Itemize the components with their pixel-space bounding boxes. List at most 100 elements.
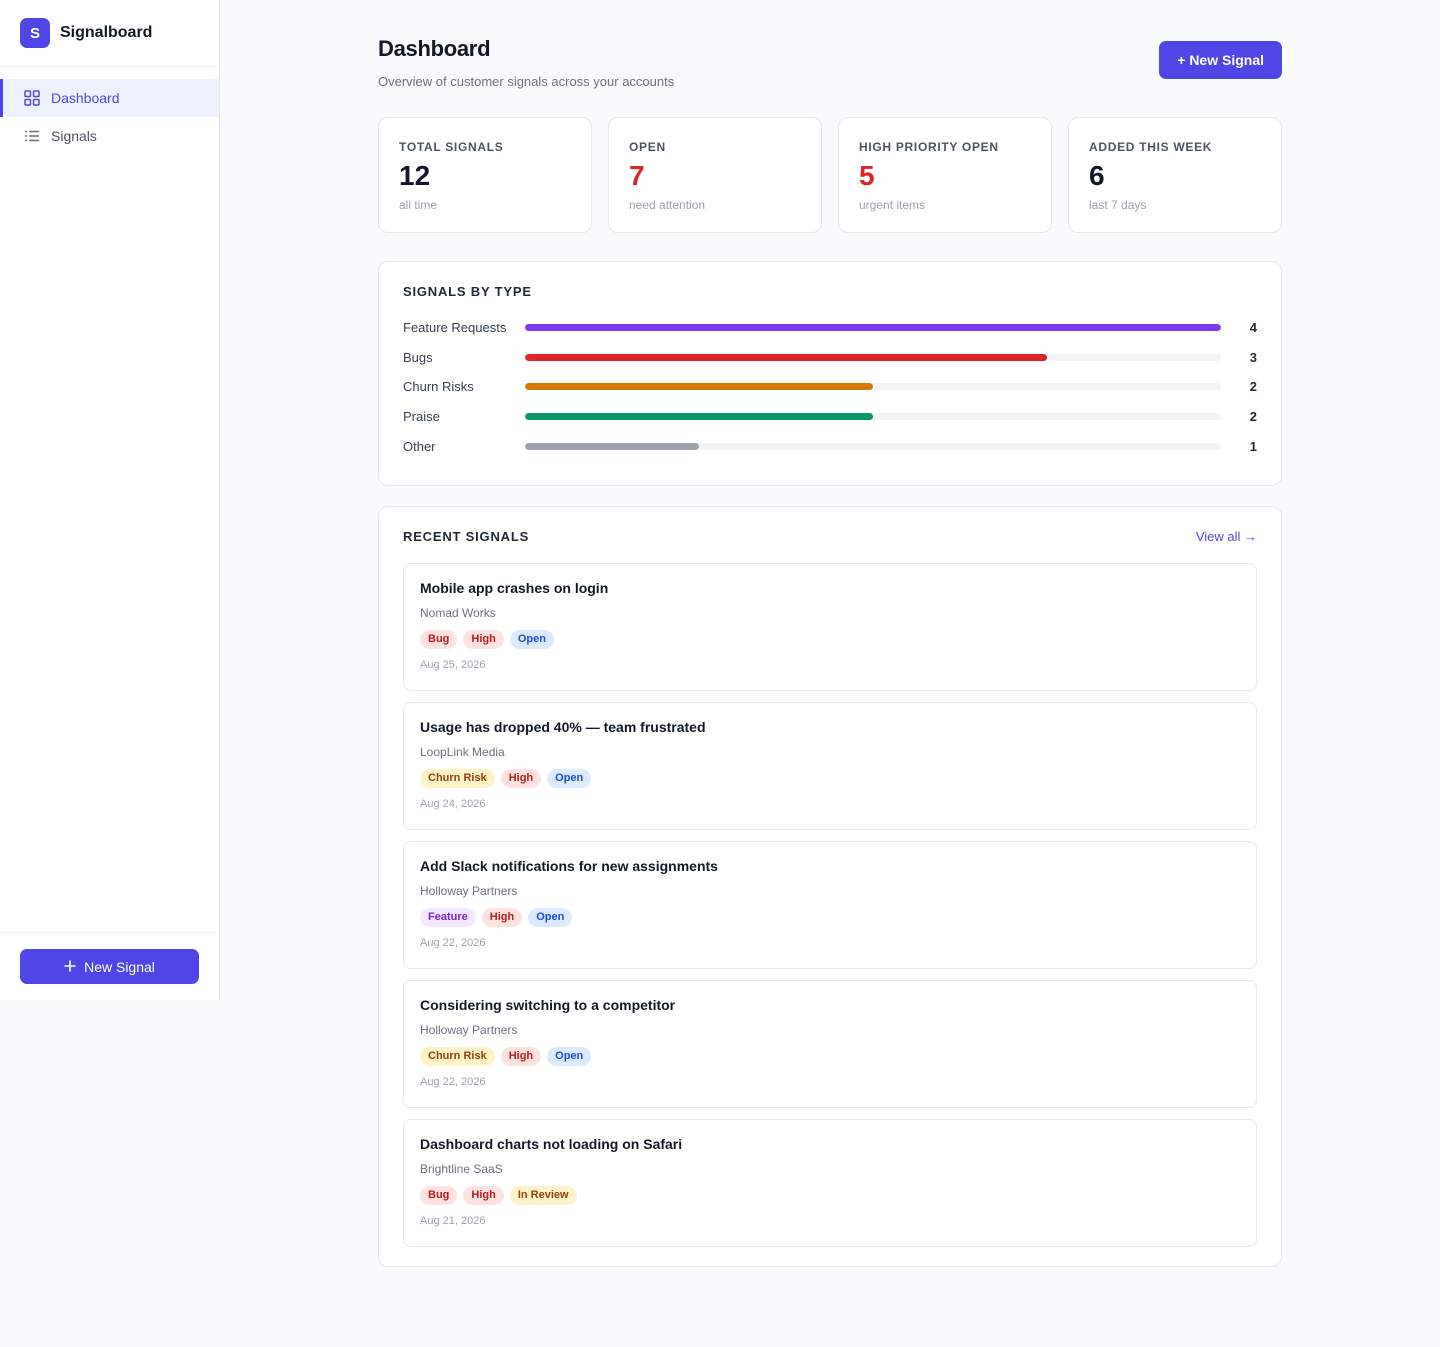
sidebar-item-signals[interactable]: Signals: [0, 117, 219, 155]
signal-date: Aug 25, 2026: [420, 659, 486, 671]
signal-tags: Bug High In Review: [420, 1186, 1240, 1205]
signal-account: Brightline SaaS: [420, 1162, 503, 1176]
tag-badge: Bug: [420, 1186, 458, 1205]
signal-title: Add Slack notifications for new assignme…: [420, 858, 718, 874]
signal-account: Nomad Works: [420, 606, 496, 620]
stat-card-high-priority-open: HIGH PRIORITY OPEN 5 urgent items: [838, 117, 1052, 233]
signal-account: Holloway Partners: [420, 884, 518, 898]
tag-badge: Churn Risk: [420, 1047, 495, 1066]
signal-tags: Churn Risk High Open: [420, 769, 1240, 788]
tag-badge: High: [463, 1186, 504, 1205]
signal-account: Holloway Partners: [420, 1023, 518, 1037]
tag-badge: Open: [547, 769, 592, 788]
stat-card-open: OPEN 7 need attention: [608, 117, 822, 233]
signal-date: Aug 22, 2026: [420, 1076, 486, 1088]
stat-sub: need attention: [629, 198, 706, 212]
tag-badge: High: [500, 769, 542, 788]
type-count: 1: [1249, 438, 1257, 454]
type-row: Bugs 3: [403, 343, 1257, 373]
signal-date: Aug 24, 2026: [420, 798, 486, 810]
stat-value: 7: [629, 160, 645, 191]
type-bar-track: [525, 442, 1221, 450]
type-row: Churn Risks 2: [403, 372, 1257, 402]
signal-card[interactable]: Considering switching to a competitor Hol…: [403, 980, 1257, 1108]
stat-value: 5: [859, 160, 875, 191]
brand-logo: S: [20, 18, 50, 48]
tag-badge: Open: [509, 630, 554, 649]
brand[interactable]: S Signalboard: [0, 0, 219, 67]
stat-card-total-signals: TOTAL SIGNALS 12 all time: [378, 117, 592, 233]
stat-value: 12: [399, 160, 431, 191]
type-bar-fill: [525, 324, 1221, 332]
type-count: 4: [1249, 320, 1257, 336]
sidebar-item-label: Dashboard: [51, 90, 120, 106]
signal-tags: Bug High Open: [420, 630, 1240, 649]
type-label: Bugs: [403, 349, 433, 365]
sidebar: S Signalboard Dashboard Signals: [0, 0, 220, 1000]
signal-card[interactable]: Dashboard charts not loading on Safari Br…: [403, 1119, 1257, 1247]
tag-badge: Churn Risk: [420, 769, 495, 788]
panel-title: RECENT SIGNALS: [403, 529, 530, 544]
sidebar-nav: Dashboard Signals: [0, 67, 219, 155]
panel-title: SIGNALS BY TYPE: [403, 284, 532, 299]
page-title: Dashboard: [378, 36, 491, 61]
tag-badge: Feature: [420, 908, 476, 927]
type-bar-track: [525, 383, 1221, 391]
sidebar-item-dashboard[interactable]: Dashboard: [0, 79, 219, 117]
signal-card[interactable]: Mobile app crashes on login Nomad Works Bu…: [403, 563, 1257, 691]
list-icon: [23, 127, 41, 145]
view-all-link[interactable]: View all →: [1195, 529, 1257, 544]
recent-signals-list: Mobile app crashes on login Nomad Works Bu…: [403, 563, 1257, 1247]
signal-card[interactable]: Add Slack notifications for new assignme…: [403, 841, 1257, 969]
sidebar-new-signal-button[interactable]: New Signal: [20, 949, 199, 984]
stat-label: HIGH PRIORITY OPEN: [859, 140, 999, 154]
type-row: Other 1: [403, 431, 1257, 461]
signal-account: LoopLink Media: [420, 745, 505, 759]
sidebar-item-label: Signals: [51, 128, 97, 144]
signal-card[interactable]: Usage has dropped 40% — team frustrated L…: [403, 702, 1257, 830]
main-content: Dashboard Overview of customer signals a…: [378, 36, 1282, 1267]
signal-title: Usage has dropped 40% — team frustrated: [420, 719, 706, 735]
stat-sub: all time: [399, 198, 438, 212]
type-row: Feature Requests 4: [403, 313, 1257, 343]
signal-date: Aug 21, 2026: [420, 1215, 486, 1227]
page-subtitle: Overview of customer signals across your…: [378, 74, 675, 89]
signals-by-type-panel: SIGNALS BY TYPE Feature Requests 4 Bugs 3 Ch…: [378, 261, 1282, 486]
stat-label: OPEN: [629, 140, 666, 154]
type-label: Churn Risks: [403, 379, 474, 395]
type-label: Feature Requests: [403, 320, 507, 336]
type-bar-track: [525, 353, 1221, 361]
header-new-signal-button[interactable]: + New Signal: [1159, 41, 1282, 79]
type-bar-fill: [525, 383, 873, 391]
stat-card-added-this-week: ADDED THIS WEEK 6 last 7 days: [1068, 117, 1282, 233]
stat-label: ADDED THIS WEEK: [1089, 140, 1213, 154]
stat-sub: urgent items: [859, 198, 926, 212]
signal-tags: Feature High Open: [420, 908, 1240, 927]
tag-badge: High: [463, 630, 504, 649]
type-bar-track: [525, 413, 1221, 421]
tag-badge: Bug: [420, 630, 458, 649]
signal-title: Mobile app crashes on login: [420, 580, 609, 596]
signal-tags: Churn Risk High Open: [420, 1047, 1240, 1066]
type-row: Praise 2: [403, 402, 1257, 432]
tag-badge: High: [500, 1047, 542, 1066]
type-count: 3: [1249, 349, 1257, 365]
tag-badge: High: [481, 908, 523, 927]
stat-sub: last 7 days: [1089, 198, 1147, 212]
stats-row: TOTAL SIGNALS 12 all time OPEN 7 need at…: [378, 117, 1282, 233]
brand-name: Signalboard: [60, 24, 153, 41]
plus-icon: [64, 959, 76, 975]
sidebar-new-signal-label: New Signal: [84, 958, 155, 975]
recent-signals-header: RECENT SIGNALS View all →: [403, 529, 1257, 544]
tag-badge: In Review: [509, 1186, 577, 1205]
type-bar-fill: [525, 442, 699, 450]
tag-badge: Open: [547, 1047, 592, 1066]
type-bar-fill: [525, 413, 873, 421]
type-count: 2: [1249, 409, 1257, 425]
grid-icon: [23, 89, 41, 107]
stat-label: TOTAL SIGNALS: [399, 140, 504, 154]
signals-by-type-bars: Feature Requests 4 Bugs 3 Churn Risks 2 Praise…: [403, 313, 1257, 461]
sidebar-footer: New Signal: [0, 932, 219, 1000]
type-label: Other: [403, 438, 436, 454]
type-bar-fill: [525, 353, 1047, 361]
